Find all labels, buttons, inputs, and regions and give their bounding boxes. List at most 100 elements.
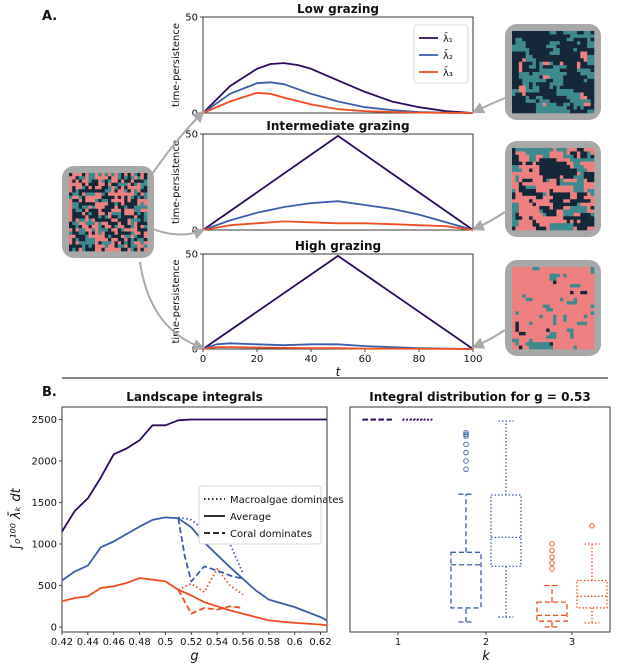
lattice-cell <box>559 92 564 97</box>
lattice-cell <box>553 109 557 114</box>
lattice-cell <box>529 284 533 288</box>
lattice-cell <box>525 148 530 152</box>
lattice-cell <box>546 280 550 285</box>
lattice-cell <box>121 212 125 216</box>
lattice-cell <box>539 267 544 271</box>
lattice-cell <box>590 216 595 221</box>
lattice-cell <box>556 185 561 190</box>
legend-label: λ̄₂ <box>443 49 453 62</box>
lattice-cell <box>101 231 106 236</box>
lattice-cell <box>566 92 571 97</box>
lattice-cell <box>535 318 540 322</box>
lattice-cell <box>515 270 520 275</box>
lattice-cell <box>525 304 530 309</box>
lattice-cell <box>69 202 73 206</box>
lattice-cell <box>108 205 112 210</box>
lattice-cell <box>559 304 564 309</box>
lattice-cell <box>98 176 102 180</box>
lattice-cell <box>549 212 554 217</box>
lattice-cell <box>539 31 544 35</box>
lattice-cell <box>91 195 96 200</box>
lattice-cell <box>518 95 523 100</box>
lattice-cell <box>111 212 115 216</box>
lattice-cell <box>542 165 547 169</box>
lattice-cell <box>542 335 547 340</box>
lattice-cell <box>587 178 591 183</box>
lattice-cell <box>82 208 86 213</box>
lattice-cell <box>542 267 547 271</box>
lattice-cell <box>566 287 571 292</box>
lattice-cell <box>553 216 557 221</box>
lattice-cell <box>82 228 86 232</box>
lattice-cell <box>590 280 595 285</box>
lattice-cell <box>570 148 574 152</box>
lattice-cell <box>518 41 523 45</box>
lattice-cell <box>542 192 547 197</box>
lattice-cell <box>546 294 550 299</box>
x-tick-label: 0.52 <box>180 637 202 648</box>
lattice-cell <box>570 216 574 221</box>
lattice-cell <box>580 192 585 197</box>
lattice-cell <box>104 231 109 236</box>
lattice-cell <box>583 192 588 197</box>
lattice-cell <box>130 192 135 197</box>
lattice-cell <box>546 51 550 56</box>
lattice-cell <box>590 345 595 350</box>
lattice-cell <box>535 48 540 52</box>
lattice-cell <box>75 199 80 203</box>
lattice-cell <box>583 331 588 336</box>
lattice-cell <box>542 31 547 35</box>
lattice-cell <box>143 241 148 245</box>
lattice-cell <box>587 89 591 93</box>
box-flier <box>463 433 469 439</box>
lattice-cell <box>515 325 520 329</box>
lattice-cell <box>573 314 578 319</box>
lattice-cell <box>559 175 564 180</box>
lattice-cell <box>576 328 581 333</box>
lattice-cell <box>525 171 530 176</box>
lattice-cell <box>137 202 141 206</box>
lattice-cell <box>553 185 557 190</box>
lattice-cell <box>539 277 544 281</box>
lattice-cell <box>590 273 595 278</box>
lattice-cell <box>137 173 141 177</box>
lattice-cell <box>522 61 526 66</box>
lattice-cell <box>532 41 537 45</box>
box-flier <box>463 449 469 456</box>
lattice-cell <box>522 171 526 176</box>
lattice-cell <box>518 342 523 346</box>
lattice-cell <box>522 273 526 278</box>
lattice-cell <box>573 195 578 200</box>
lattice-cell <box>75 208 80 213</box>
lattice-cell <box>532 106 537 110</box>
lattice-cell <box>566 151 571 156</box>
lattice-cell <box>130 221 135 226</box>
lattice-cell <box>576 95 581 100</box>
lattice-cell <box>556 92 561 97</box>
lattice-cell <box>101 186 106 190</box>
lattice-cell <box>515 267 520 271</box>
lattice-cell <box>522 154 526 159</box>
lattice-cell <box>91 215 96 219</box>
lattice-cell <box>130 231 135 236</box>
lattice-cell <box>563 78 567 83</box>
lattice-cell <box>532 58 537 63</box>
lattice-cell <box>539 58 544 63</box>
lattice-cell <box>143 244 148 249</box>
lattice-cell <box>573 68 578 73</box>
lattice-cell <box>535 223 540 227</box>
lattice-cell <box>546 158 550 162</box>
lattice-cell <box>583 54 588 59</box>
lattice-cell <box>104 238 109 242</box>
lattice-cell <box>532 51 537 56</box>
lattice-cell <box>587 148 591 152</box>
lattice-cell <box>95 225 99 229</box>
lattice-cell <box>583 284 588 288</box>
lattice-cell <box>75 231 80 236</box>
lattice-cell <box>580 338 585 343</box>
lattice-cell <box>563 209 567 214</box>
lattice-cell <box>518 109 523 114</box>
lattice-cell <box>137 176 141 180</box>
lattice-cell <box>529 314 533 319</box>
lattice-cell <box>563 308 567 312</box>
